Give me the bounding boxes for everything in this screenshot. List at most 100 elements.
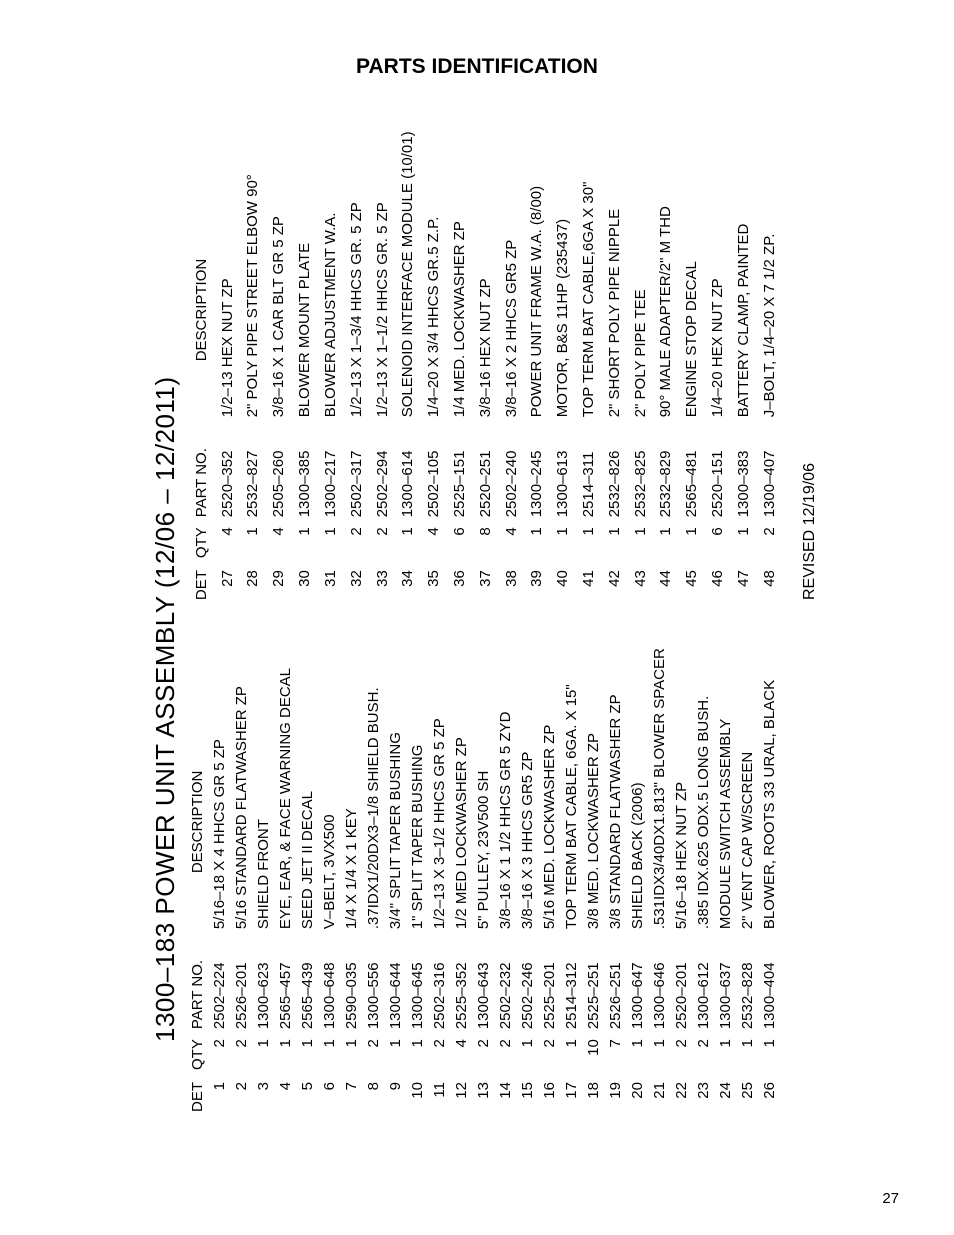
cell-det: 43 [626, 562, 652, 608]
table-row: 3011300–385BLOWER MOUNT PLATE [290, 127, 316, 608]
cell-qty: 1 [385, 1033, 407, 1074]
table-row: 311300–623SHIELD FRONT [253, 644, 275, 1120]
cell-qty: 1 [253, 1033, 275, 1074]
cell-desc: EYE, EAR, & FACE WARNING DECAL [275, 644, 297, 933]
cell-qty: 6 [703, 521, 729, 562]
cell-qty: 2 [539, 1033, 561, 1074]
cell-det: 2 [231, 1074, 253, 1120]
cell-part: 1300–407 [755, 421, 781, 521]
col-det: DET [187, 1074, 209, 1120]
cell-qty: 1 [652, 521, 678, 562]
cell-det: 48 [755, 562, 781, 608]
table-row: 3322502–2941/2–13 X 1–1/2 HHCS GR. 5 ZP [368, 127, 394, 608]
cell-qty: 1 [627, 1033, 649, 1074]
cell-qty: 1 [729, 521, 755, 562]
cell-det: 36 [445, 562, 471, 608]
table-row: 1242525–3521/2 MED LOCKWASHER ZP [451, 644, 473, 1120]
revised-date: REVISED 12/19/06 [801, 120, 819, 1120]
cell-part: 2520–352 [213, 421, 239, 521]
table-row: 122502–2245/16–18 X 4 HHCS GR 5 ZP [209, 644, 231, 1120]
table-row: 222526–2015/16 STANDARD FLATWASHER ZP [231, 644, 253, 1120]
cell-qty: 1 [341, 1033, 363, 1074]
cell-qty: 4 [213, 521, 239, 562]
cell-qty: 2 [363, 1033, 385, 1074]
table-row: 911300–6443/4" SPLIT TAPER BUSHING [385, 644, 407, 1120]
cell-part: 1300–556 [363, 933, 385, 1033]
table-row: 1122502–3161/2–13 X 3–1/2 HHCS GR 5 ZP [429, 644, 451, 1120]
cell-qty: 2 [231, 1033, 253, 1074]
cell-qty: 2 [755, 521, 781, 562]
cell-desc: .385 IDX.625 ODX.5 LONG BUSH. [693, 644, 715, 933]
table-row: 18102525–2513/8 MED. LOCKWASHER ZP [583, 644, 605, 1120]
table-row: 2011300–647SHIELD BACK (2006) [627, 644, 649, 1120]
cell-part: 2532–825 [626, 421, 652, 521]
table-row: 821300–556.37IDX1/20DX3–1/8 SHIELD BUSH. [363, 644, 385, 1120]
cell-part: 2502–316 [429, 933, 451, 1033]
cell-qty: 2 [429, 1033, 451, 1074]
table-row: 611300–648V–BELT, 3VX500 [319, 644, 341, 1120]
cell-qty: 1 [574, 521, 600, 562]
cell-desc: 1/4 X 1/4 X 1 KEY [341, 644, 363, 933]
cell-desc: 1/4–20 HEX NUT ZP [703, 127, 729, 421]
table-header-row: DET QTY PART NO. DESCRIPTION [187, 644, 209, 1120]
cell-det: 4 [275, 1074, 297, 1120]
table-row: 3911300–245POWER UNIT FRAME W.A. (8/00) [523, 127, 549, 608]
cell-desc: BLOWER, ROOTS 33 URAL, BLACK [759, 644, 781, 933]
cell-det: 17 [561, 1074, 583, 1120]
cell-det: 1 [209, 1074, 231, 1120]
cell-desc: 3/8 STANDARD FLATWASHER ZP [605, 644, 627, 933]
cell-det: 27 [213, 562, 239, 608]
cell-desc: 5" PULLEY, 23V500 SH [473, 644, 495, 933]
cell-qty: 1 [407, 1033, 429, 1074]
cell-part: 2526–201 [231, 933, 253, 1033]
cell-desc: 3/8–16 X 1 CAR BLT GR 5 ZP [264, 127, 290, 421]
cell-det: 40 [548, 562, 574, 608]
cell-part: 1300–643 [473, 933, 495, 1033]
cell-qty: 10 [583, 1033, 605, 1074]
table-row: 2512532–8282" VENT CAP W/SCREEN [737, 644, 759, 1120]
parts-table-left: DET QTY PART NO. DESCRIPTION 122502–2245… [187, 644, 781, 1120]
cell-part: 2502–246 [517, 933, 539, 1033]
cell-desc: MOTOR, B&S 11HP (235437) [548, 127, 574, 421]
cell-qty: 1 [548, 521, 574, 562]
table-row: 2411300–637MODULE SWITCH ASSEMBLY [715, 644, 737, 1120]
cell-det: 28 [239, 562, 265, 608]
cell-qty: 1 [275, 1033, 297, 1074]
cell-part: 2505–260 [264, 421, 290, 521]
cell-desc: SHIELD BACK (2006) [627, 644, 649, 933]
cell-desc: 2" POLY PIPE STREET ELBOW 90° [239, 127, 265, 421]
cell-desc: 1" SPLIT TAPER BUSHING [407, 644, 429, 933]
cell-qty: 1 [316, 521, 342, 562]
table-header-row: DET QTY PART NO. DESCRIPTION [187, 127, 213, 608]
cell-part: 2532–827 [239, 421, 265, 521]
cell-desc: 5/16–18 HEX NUT ZP [671, 644, 693, 933]
table-row: 4112514–311TOP TERM BAT CABLE,6GA X 30" [574, 127, 600, 608]
cell-qty: 1 [561, 1033, 583, 1074]
cell-desc: 2" POLY PIPE TEE [626, 127, 652, 421]
cell-part: 2526–251 [605, 933, 627, 1033]
cell-qty: 7 [605, 1033, 627, 1074]
cell-part: 2532–829 [652, 421, 678, 521]
cell-part: 2520–201 [671, 933, 693, 1033]
cell-part: 2525–151 [445, 421, 471, 521]
cell-part: 1300–383 [729, 421, 755, 521]
cell-desc: 2" SHORT POLY PIPE NIPPLE [600, 127, 626, 421]
table-row: 2222520–2015/16–18 HEX NUT ZP [671, 644, 693, 1120]
cell-det: 19 [605, 1074, 627, 1120]
cell-part: 1300–404 [759, 933, 781, 1033]
cell-desc: V–BELT, 3VX500 [319, 644, 341, 933]
cell-det: 46 [703, 562, 729, 608]
col-det: DET [187, 562, 213, 608]
table-row: 3662525–1511/4 MED. LOCKWASHER ZP [445, 127, 471, 608]
cell-part: 2565–457 [275, 933, 297, 1033]
col-qty: QTY [187, 1033, 209, 1074]
cell-det: 23 [693, 1074, 715, 1120]
col-desc: DESCRIPTION [187, 644, 209, 933]
table-row: 1422502–2323/8–16 X 1 1/2 HHCS GR 5 ZYD [495, 644, 517, 1120]
cell-qty: 2 [693, 1033, 715, 1074]
table-row: 2111300–646.531IDX3/40DX1.813" BLOWER SP… [649, 644, 671, 1120]
cell-desc: 3/8–16 X 3 HHCS GR5 ZP [517, 644, 539, 933]
cell-desc: 3/4" SPLIT TAPER BUSHING [385, 644, 407, 933]
cell-qty: 2 [209, 1033, 231, 1074]
table-row: 4412532–82990° MALE ADAPTER/2" M THD [652, 127, 678, 608]
